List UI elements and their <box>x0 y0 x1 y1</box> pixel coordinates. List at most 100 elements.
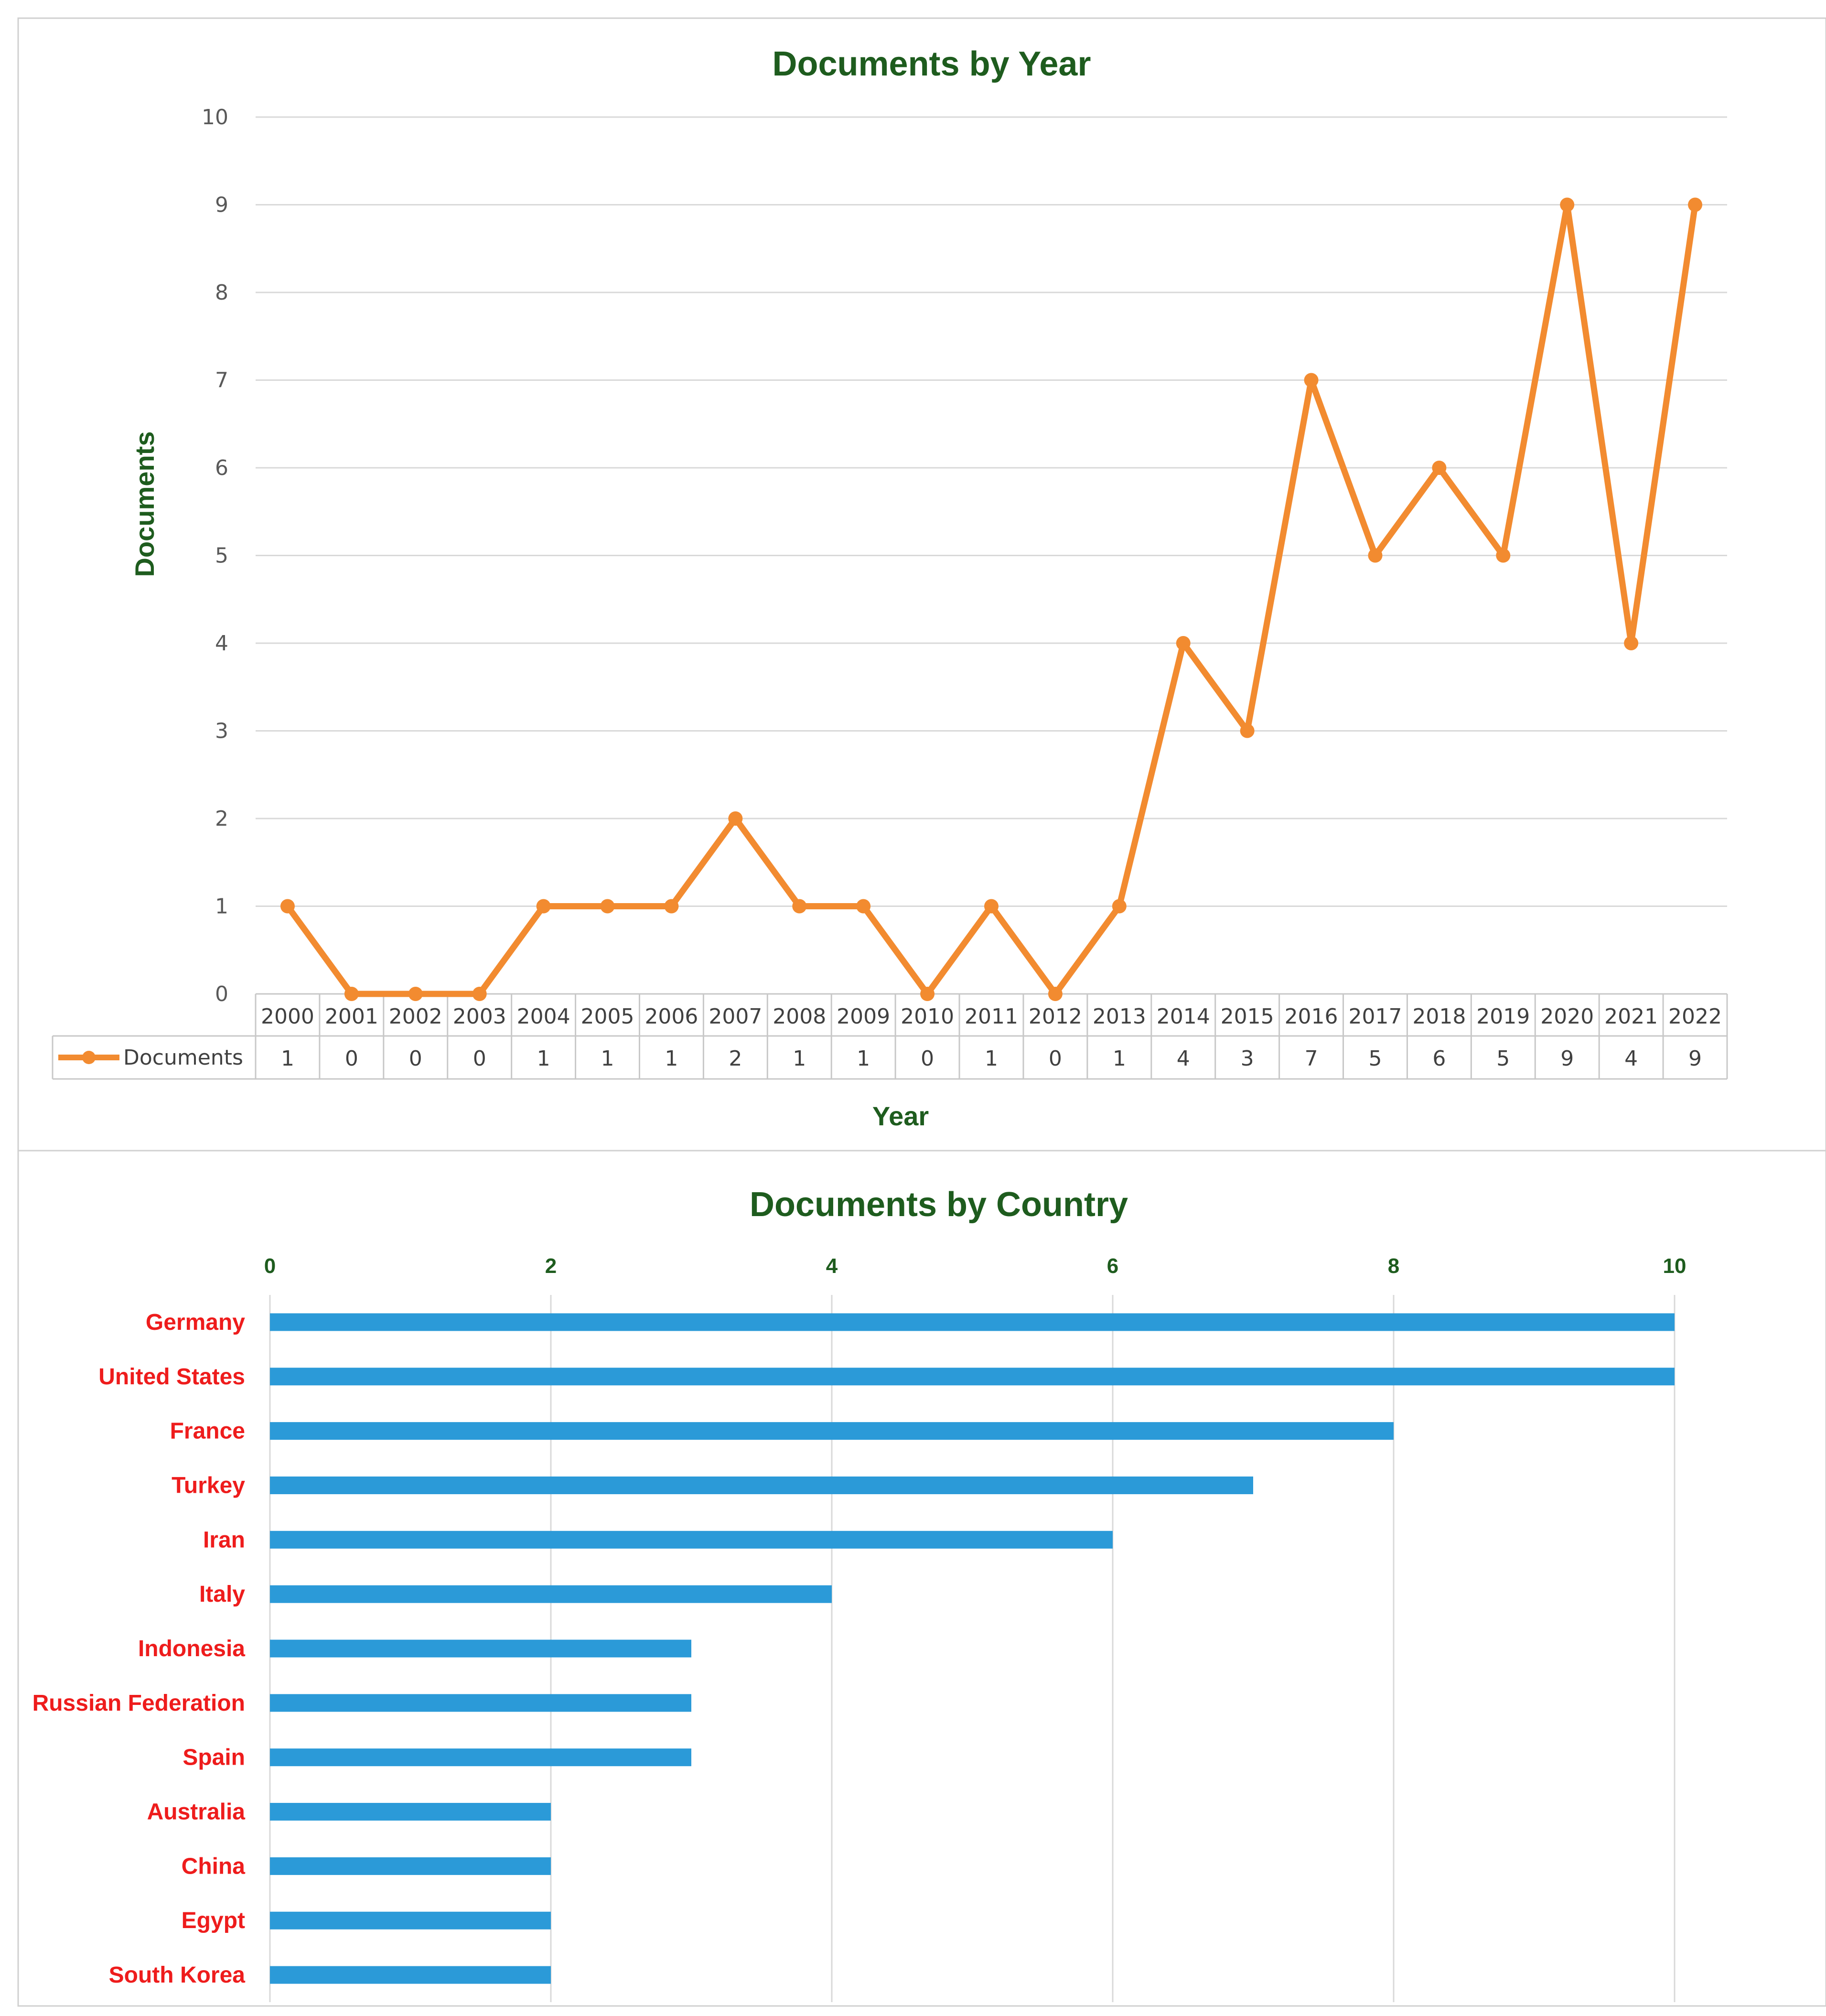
series-line-documents <box>284 202 1698 997</box>
x-tick-label-2000: 2000 <box>261 1004 314 1029</box>
y-tick-label-5: 5 <box>215 544 228 568</box>
y-tick-label-6: 6 <box>215 456 228 480</box>
bar-chart-bars <box>270 1313 1675 1984</box>
point-2010 <box>920 987 935 1001</box>
bar-iran <box>270 1531 1113 1549</box>
y-tick-label-10: 10 <box>202 105 228 129</box>
bar-indonesia <box>270 1639 691 1658</box>
category-label-indonesia: Indonesia <box>138 1636 245 1661</box>
line-chart-x-axis-label: Year <box>872 1101 929 1131</box>
bar-egypt <box>270 1911 551 1930</box>
table-value-2012: 0 <box>1049 1046 1062 1071</box>
x-tick-label-2003: 2003 <box>453 1004 506 1029</box>
x-tick-label-2008: 2008 <box>773 1004 826 1029</box>
category-label-germany: Germany <box>146 1310 245 1335</box>
y-tick-label-8: 8 <box>215 280 228 305</box>
bar-south-korea <box>270 1966 551 1984</box>
category-label-france: France <box>170 1419 245 1444</box>
table-value-2005: 1 <box>601 1046 614 1071</box>
x-tick-label-2002: 2002 <box>389 1004 442 1029</box>
table-value-2018: 6 <box>1432 1046 1446 1071</box>
point-2015 <box>1240 723 1255 738</box>
x-tick-label-0: 0 <box>264 1254 276 1278</box>
point-2013 <box>1112 899 1127 914</box>
x-tick-label-2014: 2014 <box>1157 1004 1210 1029</box>
line-chart-y-ticks: 0 1 2 3 4 5 6 7 8 9 10 <box>202 105 228 1006</box>
y-tick-label-4: 4 <box>215 631 228 656</box>
x-tick-label-2009: 2009 <box>837 1004 890 1029</box>
x-tick-label-4: 4 <box>826 1254 838 1278</box>
x-tick-label-10: 10 <box>1663 1254 1686 1278</box>
line-chart-title: Documents by Year <box>773 45 1091 83</box>
bar-spain <box>270 1748 691 1767</box>
bar-chart: Documents by Country 0 2 4 6 8 10 Germany Unit… <box>32 1186 1686 2002</box>
point-2019 <box>1496 548 1511 563</box>
category-label-egypt: Egypt <box>182 1908 245 1933</box>
x-tick-label-2005: 2005 <box>581 1004 634 1029</box>
point-2009 <box>856 899 871 914</box>
x-tick-label-2015: 2015 <box>1221 1004 1274 1029</box>
table-value-2015: 3 <box>1241 1046 1254 1071</box>
y-tick-label-3: 3 <box>215 719 228 744</box>
table-value-2006: 1 <box>665 1046 678 1071</box>
x-tick-label-2001: 2001 <box>325 1004 378 1029</box>
point-2021 <box>1624 636 1639 650</box>
table-value-2003: 0 <box>473 1046 486 1071</box>
table-value-2020: 9 <box>1560 1046 1574 1071</box>
bar-italy <box>270 1585 832 1603</box>
point-2004 <box>536 899 551 914</box>
category-label-china: China <box>182 1854 246 1879</box>
table-value-2017: 5 <box>1368 1046 1382 1071</box>
x-tick-label-8: 8 <box>1388 1254 1399 1278</box>
y-tick-label-1: 1 <box>215 895 228 919</box>
bar-turkey <box>270 1476 1253 1494</box>
category-label-iran: Iran <box>203 1527 245 1552</box>
y-tick-label-7: 7 <box>215 368 228 393</box>
table-value-2013: 1 <box>1113 1046 1126 1071</box>
table-value-2000: 1 <box>281 1046 294 1071</box>
point-2008 <box>792 899 807 914</box>
x-tick-label-2006: 2006 <box>644 1004 698 1029</box>
point-2018 <box>1432 461 1447 475</box>
bar-chart-panel <box>17 1150 1826 2007</box>
y-tick-label-9: 9 <box>215 193 228 217</box>
point-2012 <box>1048 987 1063 1001</box>
x-tick-label-2019: 2019 <box>1476 1004 1530 1029</box>
point-2005 <box>600 899 615 914</box>
x-tick-label-2004: 2004 <box>517 1004 570 1029</box>
x-tick-label-2007: 2007 <box>709 1004 762 1029</box>
x-tick-label-2012: 2012 <box>1029 1004 1082 1029</box>
y-tick-label-0: 0 <box>215 982 228 1006</box>
bar-france <box>270 1422 1394 1440</box>
table-value-2010: 0 <box>921 1046 934 1071</box>
x-tick-label-2011: 2011 <box>965 1004 1018 1029</box>
category-label-italy: Italy <box>199 1582 245 1607</box>
table-value-2004: 1 <box>537 1046 550 1071</box>
table-value-2022: 9 <box>1688 1046 1702 1071</box>
point-2022 <box>1688 197 1703 212</box>
category-label-russian-federation: Russian Federation <box>32 1691 245 1716</box>
table-value-2001: 0 <box>345 1046 358 1071</box>
point-2020 <box>1560 197 1575 212</box>
line-chart-panel <box>17 17 1826 1152</box>
x-tick-label-2: 2 <box>545 1254 557 1278</box>
point-2000 <box>280 899 295 914</box>
point-2003 <box>472 987 487 1001</box>
point-2002 <box>408 987 423 1001</box>
table-value-2008: 1 <box>793 1046 806 1071</box>
bar-chart-category-labels: Germany United States France Turkey Iran Ital… <box>32 1310 246 1988</box>
table-value-2007: 2 <box>729 1046 742 1071</box>
x-tick-label-6: 6 <box>1107 1254 1118 1278</box>
category-label-united-states: United States <box>98 1364 245 1390</box>
category-label-south-korea: South Korea <box>109 1962 246 1988</box>
category-label-australia: Australia <box>147 1800 246 1825</box>
category-label-turkey: Turkey <box>172 1473 245 1498</box>
line-chart-series-documents <box>280 197 1703 1001</box>
x-tick-label-2017: 2017 <box>1348 1004 1402 1029</box>
category-label-spain: Spain <box>183 1745 245 1770</box>
table-value-2002: 0 <box>409 1046 422 1071</box>
x-tick-label-2016: 2016 <box>1285 1004 1338 1029</box>
table-value-2019: 5 <box>1496 1046 1510 1071</box>
